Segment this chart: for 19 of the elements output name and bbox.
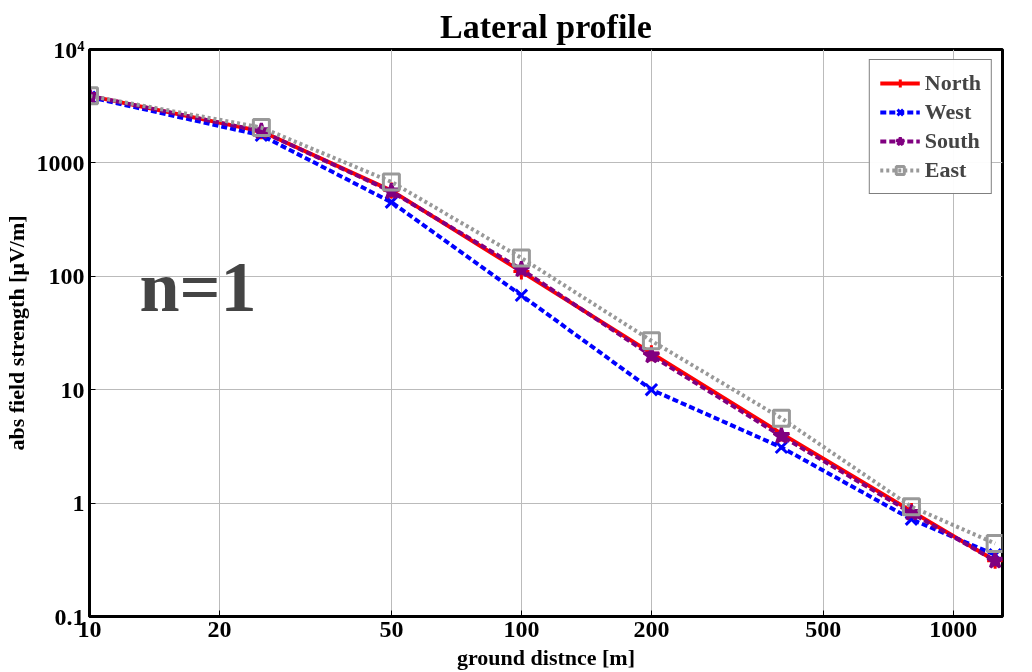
y-tick-label: 100: [48, 263, 85, 290]
legend-label: East: [924, 157, 967, 183]
y-tick-label: 1: [72, 490, 85, 517]
x-tick-label: 50: [379, 615, 404, 642]
y-axis-title: abs field strength [μV/m]: [3, 215, 29, 451]
x-tick-label: 1000: [929, 615, 978, 642]
x-axis-title: ground distnce [m]: [456, 644, 636, 670]
legend-label: South: [924, 128, 980, 154]
y-tick-label: 10⁴: [53, 36, 85, 63]
x-tick-label: 200: [633, 615, 670, 642]
x-tick-label: 500: [805, 615, 842, 642]
x-tick-label: 20: [207, 615, 232, 642]
legend-label: North: [924, 70, 981, 96]
y-tick-label: 1000: [36, 149, 85, 176]
chart-title: Lateral profile: [440, 7, 652, 45]
x-tick-label: 100: [503, 615, 540, 642]
legend-label: West: [924, 99, 972, 125]
annotation: n=1: [139, 246, 257, 327]
y-tick-label: 10: [60, 376, 85, 403]
